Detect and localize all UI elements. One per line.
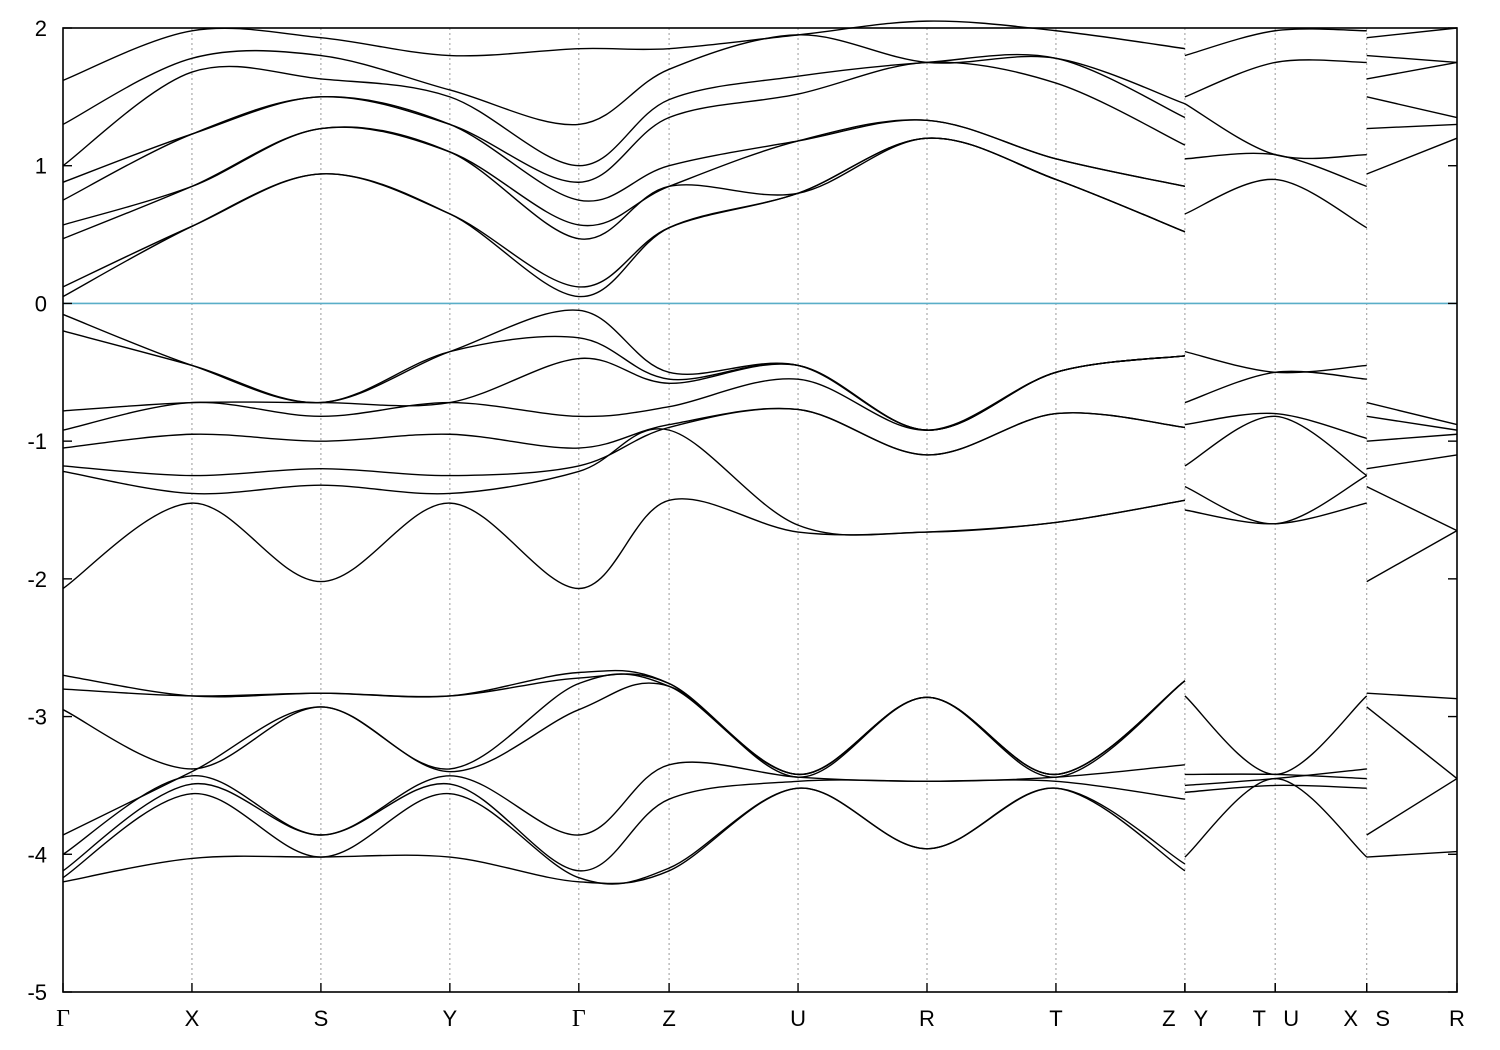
band-line — [1366, 433, 1458, 442]
band-line — [1366, 485, 1458, 532]
band-line — [1366, 123, 1458, 130]
band-line — [1366, 454, 1458, 470]
band-line — [62, 34, 1186, 126]
kpoint-label: U — [1283, 1006, 1299, 1031]
band-line — [62, 20, 1186, 81]
grid-lines — [191, 28, 1368, 992]
band-line — [1184, 59, 1367, 98]
kpoint-label: S — [1375, 1006, 1390, 1031]
band-line — [1184, 768, 1367, 787]
kpoint-label: X — [185, 1006, 200, 1031]
band-line — [1366, 415, 1458, 431]
band-line — [62, 680, 1186, 836]
band-line — [1184, 28, 1367, 57]
band-line — [62, 96, 1186, 202]
band-line — [1184, 103, 1367, 160]
band-line — [1366, 96, 1458, 119]
kpoint-label: R — [919, 1006, 935, 1031]
band-series — [62, 20, 1458, 885]
kpoint-label: R — [1449, 1006, 1465, 1031]
band-line — [1184, 415, 1368, 477]
band-line — [62, 407, 1185, 456]
band-line — [62, 309, 1185, 431]
kpoint-label: S — [314, 1006, 329, 1031]
band-line — [1184, 474, 1368, 525]
y-tick-label: 1 — [35, 154, 47, 179]
kpoint-label: Z — [662, 1006, 675, 1031]
band-line — [1366, 530, 1458, 583]
y-tick-label: 2 — [35, 16, 47, 41]
band-line — [1366, 850, 1458, 858]
band-line — [62, 61, 1186, 183]
kpoint-label: Γ — [56, 1006, 70, 1032]
band-line — [62, 787, 1186, 885]
band-line — [1366, 54, 1458, 64]
kpoint-label: T — [1049, 1006, 1062, 1031]
band-line — [1366, 27, 1458, 39]
kpoint-label: Y — [443, 1006, 458, 1031]
plot-frame — [62, 27, 1458, 993]
y-tick-label: -4 — [27, 842, 47, 867]
y-tick-label: -2 — [27, 567, 47, 592]
band-line — [1184, 178, 1368, 229]
band-line — [62, 669, 1186, 776]
band-line — [1184, 784, 1367, 794]
kpoint-label: Y — [1194, 1006, 1209, 1031]
band-line — [62, 53, 1186, 167]
band-line — [1366, 401, 1458, 426]
band-line — [1184, 695, 1368, 776]
band-line — [1184, 412, 1367, 440]
band-line — [1366, 706, 1458, 780]
y-tick-label: -3 — [27, 705, 47, 730]
y-axis-ticks: 2 1 0 -1 -2 -3 -4 -5 — [27, 16, 1457, 1005]
band-line — [1366, 61, 1458, 80]
band-line — [1184, 350, 1367, 374]
kpoint-label: X — [1343, 1006, 1358, 1031]
band-line — [62, 761, 1185, 855]
kpoint-label: Z — [1162, 1006, 1175, 1031]
kpoint-label: U — [790, 1006, 806, 1031]
y-tick-label: 0 — [35, 291, 47, 316]
band-line — [1366, 137, 1458, 175]
kpoint-label: Γ — [572, 1006, 586, 1032]
kpoint-label: T — [1252, 1006, 1265, 1031]
band-line — [62, 126, 1186, 240]
y-tick-label: -1 — [27, 429, 47, 454]
y-tick-label: -5 — [27, 980, 47, 1005]
band-line — [1366, 777, 1458, 836]
band-line — [1366, 692, 1458, 700]
band-line — [62, 428, 1186, 536]
